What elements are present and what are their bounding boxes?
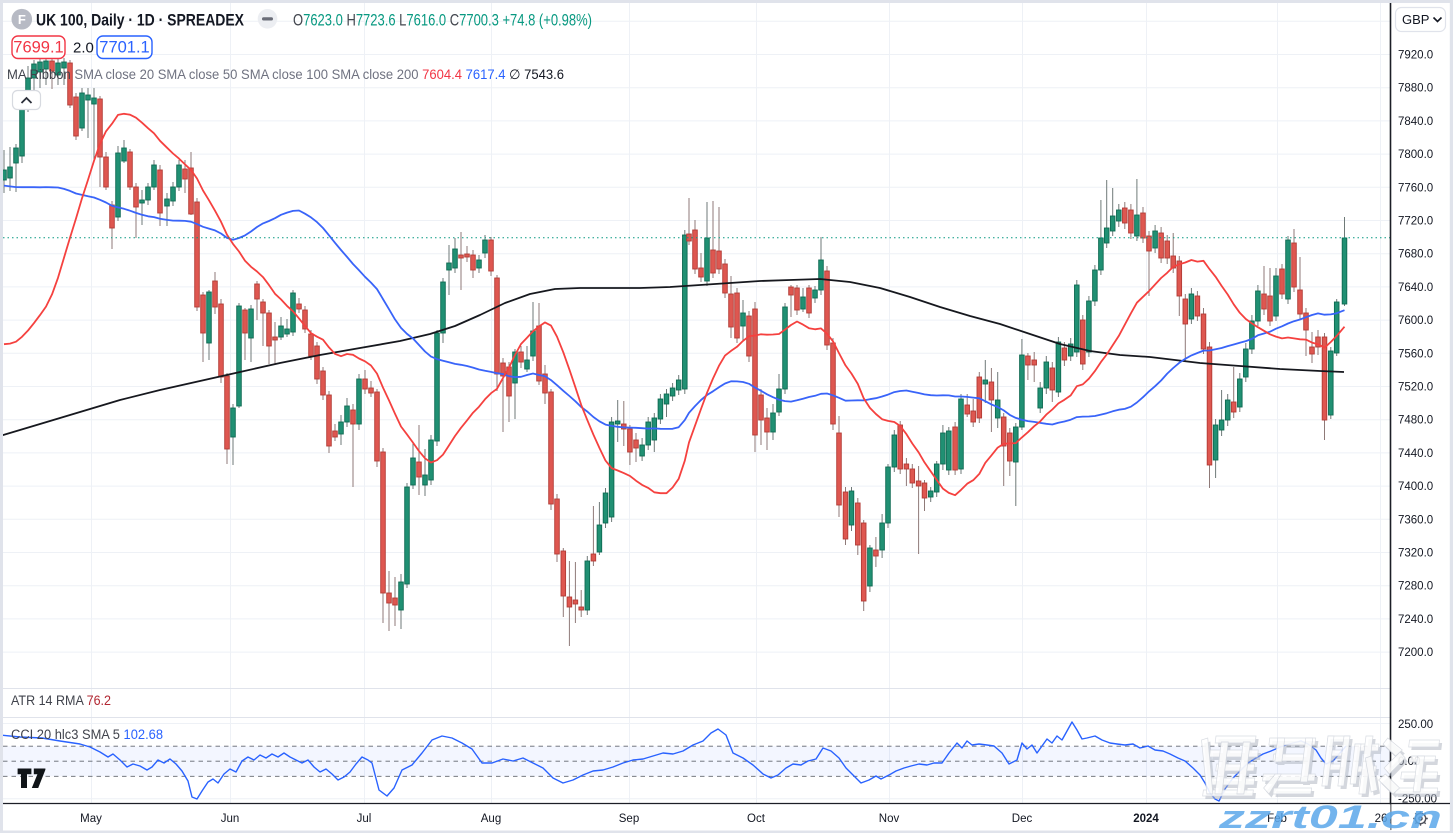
svg-text:Nov: Nov — [879, 813, 900, 825]
svg-text:26: 26 — [1375, 813, 1388, 825]
svg-text:250.00: 250.00 — [1398, 719, 1433, 731]
svg-text:ATR 14 RMA 76.2: ATR 14 RMA 76.2 — [11, 693, 111, 708]
svg-text:7320.0: 7320.0 — [1398, 548, 1433, 560]
svg-text:May: May — [80, 813, 102, 825]
svg-text:CCI 20 hlc3 SMA 5 102.68: CCI 20 hlc3 SMA 5 102.68 — [11, 727, 163, 742]
svg-text:7400.0: 7400.0 — [1398, 481, 1433, 493]
svg-text:7720.0: 7720.0 — [1398, 216, 1433, 228]
svg-text:7701.1: 7701.1 — [99, 39, 149, 57]
svg-text:Dec: Dec — [1012, 813, 1033, 825]
svg-text:7240.0: 7240.0 — [1398, 614, 1433, 626]
svg-text:Aug: Aug — [481, 813, 501, 825]
svg-text:2024: 2024 — [1133, 813, 1159, 825]
svg-text:zzrt01.cn: zzrt01.cn — [1217, 799, 1442, 833]
svg-text:7440.0: 7440.0 — [1398, 448, 1433, 460]
svg-text:7800.0: 7800.0 — [1398, 149, 1433, 161]
svg-text:Oct: Oct — [747, 813, 766, 825]
svg-text:7360.0: 7360.0 — [1398, 514, 1433, 526]
svg-text:7840.0: 7840.0 — [1398, 116, 1433, 128]
svg-text:F: F — [18, 12, 26, 27]
svg-text:Sep: Sep — [619, 813, 639, 825]
svg-text:7699.1: 7699.1 — [13, 39, 63, 57]
svg-text:7600.0: 7600.0 — [1398, 315, 1433, 327]
svg-text:7760.0: 7760.0 — [1398, 182, 1433, 194]
svg-text:GBP: GBP — [1402, 12, 1429, 27]
svg-text:7560.0: 7560.0 — [1398, 348, 1433, 360]
svg-text:Jun: Jun — [221, 813, 240, 825]
svg-text:2.0: 2.0 — [73, 40, 94, 57]
svg-text:7480.0: 7480.0 — [1398, 415, 1433, 427]
svg-text:7640.0: 7640.0 — [1398, 282, 1433, 294]
svg-text:Jul: Jul — [357, 813, 372, 825]
svg-text:7880.0: 7880.0 — [1398, 83, 1433, 95]
svg-text:O7623.0 H7723.6 L7616.0 C7700.: O7623.0 H7723.6 L7616.0 C7700.3 +74.8 (+… — [293, 11, 592, 30]
svg-text:Feb: Feb — [1267, 813, 1287, 825]
svg-text:UK 100, Daily · 1D · SPREADEX: UK 100, Daily · 1D · SPREADEX — [36, 11, 245, 30]
svg-text:7520.0: 7520.0 — [1398, 382, 1433, 394]
svg-text:7920.0: 7920.0 — [1398, 50, 1433, 62]
svg-text:7200.0: 7200.0 — [1398, 647, 1433, 659]
svg-text:7680.0: 7680.0 — [1398, 249, 1433, 261]
svg-text:MA Ribbon SMA close 20 SMA clo: MA Ribbon SMA close 20 SMA close 50 SMA … — [7, 67, 564, 82]
svg-text:7280.0: 7280.0 — [1398, 581, 1433, 593]
